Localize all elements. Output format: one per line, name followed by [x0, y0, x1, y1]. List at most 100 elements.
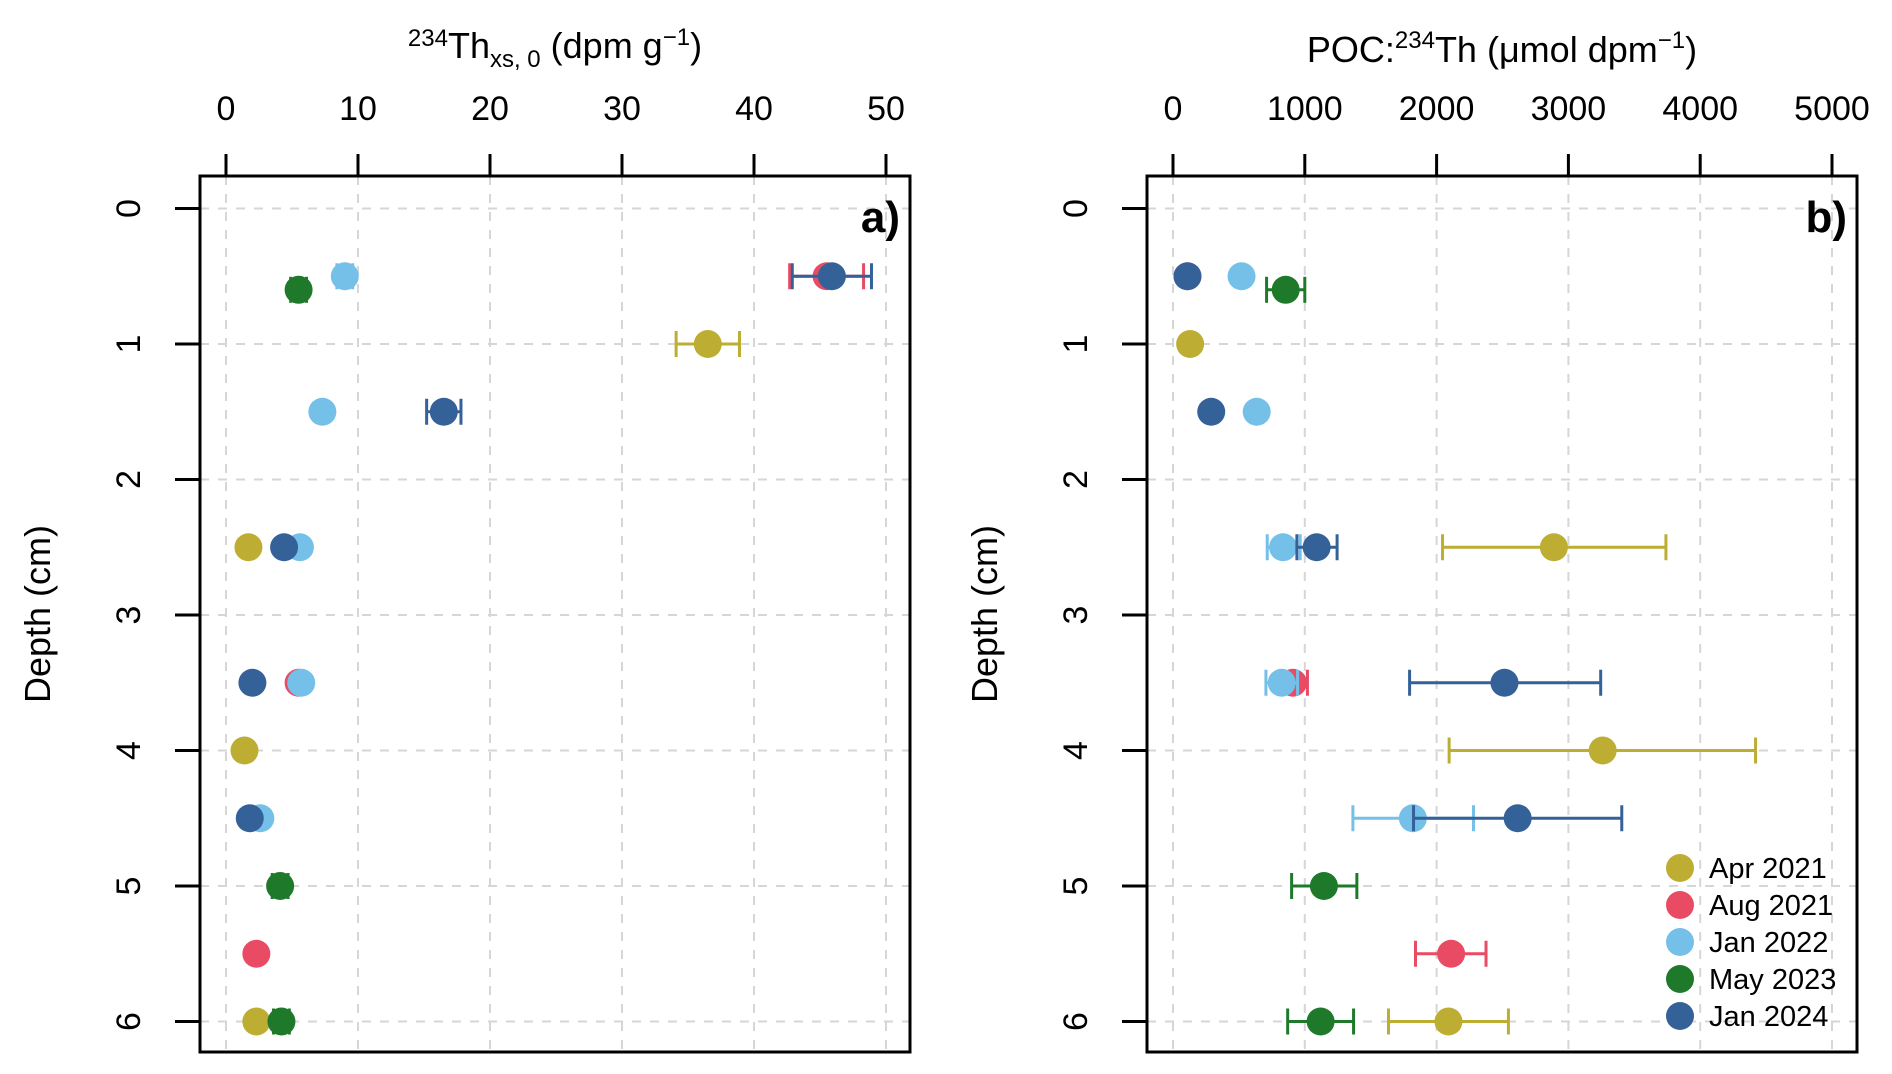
panel-b-point-apr-2021-3: [1434, 1007, 1463, 1036]
legend-item-aug-2021: Aug 2021: [1666, 890, 1833, 922]
panel-a-point-may-2023-1: [266, 872, 295, 900]
panel-b-point-jan-2022-2: [1269, 533, 1298, 562]
panel-b-point-jan-2024-2: [1302, 533, 1331, 562]
panel-b-point-jan-2024-4: [1503, 804, 1532, 833]
panel-b-x-axis: 0 1000 2000 3000 4000 5000: [1164, 90, 1870, 176]
panel-a-label: a): [861, 193, 900, 242]
panel-b-x-tick-label-5000: 5000: [1794, 90, 1870, 128]
panel-a-series: [230, 262, 873, 1036]
panel-a-x-sub: xs, 0: [490, 46, 541, 73]
panel-b-x-pre: POC:: [1307, 29, 1395, 70]
panel-b-x-tick-label-3000: 3000: [1531, 90, 1607, 128]
panel-b-x-base: Th: [1435, 29, 1477, 70]
panel-a-series-jan-2022: [246, 262, 359, 833]
panel-b-point-jan-2024-0: [1173, 262, 1202, 291]
panel-b-point-jan-2022-3: [1267, 668, 1296, 697]
panel-b-point-may-2023-2: [1306, 1007, 1335, 1036]
legend-item-jan-2022: Jan 2022: [1666, 927, 1828, 959]
panel-b-point-apr-2021-1: [1539, 533, 1568, 562]
panel-b-x-tick-label-0: 0: [1164, 90, 1183, 128]
legend-item-may-2023: May 2023: [1666, 964, 1836, 996]
panel-a-y-axis: 0 1 2 3 4 5 6: [110, 199, 200, 1031]
panel-b-y-tick-label-3: 3: [1057, 606, 1095, 625]
legend-marker-apr-2021: [1666, 854, 1694, 882]
legend-marker-aug-2021: [1666, 891, 1694, 919]
panel-a-y-tick-label-1: 1: [110, 335, 148, 354]
panel-a-point-jan-2024-4: [235, 804, 264, 833]
panel-b-point-jan-2024-3: [1490, 668, 1519, 697]
legend-marker-may-2023: [1666, 965, 1694, 993]
panel-b-series-jan-2024: [1173, 262, 1624, 833]
panel-b-x-units-close: ): [1685, 29, 1697, 70]
panel-a-x-axis-title: 234Thxs, 0 (dpm g−1): [408, 24, 702, 73]
panel-a-y-tick-label-4: 4: [110, 741, 148, 760]
panel-a-point-apr-2021-3: [242, 1007, 271, 1036]
panel-a-x-tick-label-30: 30: [603, 90, 641, 128]
legend-label-jan-2022: Jan 2022: [1709, 927, 1828, 959]
panel-a-x-tick-label-40: 40: [735, 90, 773, 128]
panel-a-y-tick-label-0: 0: [110, 199, 148, 218]
panel-a-point-jan-2022-3: [287, 668, 316, 697]
panel-b-x-iso: 234: [1395, 27, 1435, 54]
panel-a-x-iso: 234: [408, 25, 448, 52]
legend-item-jan-2024: Jan 2024: [1666, 1001, 1828, 1033]
panel-a-frame: [198, 174, 912, 1054]
panel-a-point-may-2023-2: [267, 1007, 296, 1036]
legend-label-apr-2021: Apr 2021: [1709, 853, 1827, 885]
panel-a-point-may-2023-0: [284, 275, 313, 304]
panel-a-point-jan-2024-3: [238, 668, 267, 697]
panel-b-y-tick-label-2: 2: [1057, 470, 1095, 489]
panel-b-point-apr-2021-2: [1588, 736, 1617, 765]
panel-a-x-units-sup: −1: [663, 24, 690, 51]
panel-a-point-jan-2022-1: [308, 397, 337, 426]
panel-b-y-tick-label-0: 0: [1057, 199, 1095, 218]
legend-item-apr-2021: Apr 2021: [1666, 853, 1827, 885]
panel-a-point-jan-2024-1: [429, 397, 458, 426]
panel-a-series-aug-2021: [242, 262, 866, 968]
panel-b-y-tick-label-6: 6: [1057, 1012, 1095, 1031]
panel-a-series-jan-2024: [235, 262, 873, 833]
panel-a-x-units-close: ): [690, 25, 702, 66]
panel-a-x-tick-label-0: 0: [217, 90, 236, 128]
panel-a-y-tick-label-3: 3: [110, 606, 148, 625]
panel-a-x-tick-label-10: 10: [339, 90, 377, 128]
panel-a-y-tick-label-6: 6: [110, 1012, 148, 1031]
panel-b-x-tick-label-1000: 1000: [1267, 90, 1343, 128]
panel-b-y-tick-label-4: 4: [1057, 741, 1095, 760]
panel-b-x-tick-label-4000: 4000: [1662, 90, 1738, 128]
panel-a-y-tick-label-5: 5: [110, 877, 148, 896]
legend-label-may-2023: May 2023: [1709, 964, 1836, 996]
panel-b-point-jan-2022-1: [1242, 397, 1271, 426]
panel-b-y-tick-label-5: 5: [1057, 877, 1095, 896]
panel-b-y-tick-label-1: 1: [1057, 335, 1095, 354]
panel-a-point-jan-2024-0: [817, 262, 846, 291]
panel-b-point-jan-2024-1: [1197, 397, 1226, 426]
panel-a-x-base: Th: [448, 25, 490, 66]
panel-a-point-jan-2022-0: [330, 262, 359, 291]
legend-marker-jan-2024: [1666, 1002, 1694, 1030]
panel-b-point-aug-2021-2: [1437, 939, 1466, 968]
panel-a-series-may-2023: [266, 275, 313, 1036]
panel-a-point-apr-2021-0: [693, 330, 722, 358]
panel-b-series-jan-2022: [1227, 262, 1476, 833]
panel-b-y-axis-title: Depth (cm): [964, 525, 1005, 703]
panel-b-series-apr-2021: [1176, 330, 1758, 1036]
panel-b-x-units: (μmol dpm: [1477, 29, 1658, 70]
legend: Apr 2021 Aug 2021 Jan 2022 May 2023 Jan 2024: [1666, 853, 1836, 1033]
panel-a-point-jan-2024-2: [270, 533, 299, 562]
panel-b-label: b): [1805, 193, 1847, 242]
panel-b-point-apr-2021-0: [1176, 330, 1205, 358]
panel-a-x-tick-label-20: 20: [471, 90, 509, 128]
panel-a-x-units: (dpm g: [541, 25, 663, 66]
panel-b-gridlines: [1147, 176, 1857, 1052]
panel-b-x-axis-title: POC:234Th (μmol dpm−1): [1307, 27, 1697, 70]
panel-b-series-may-2023: [1265, 275, 1359, 1036]
panel-a-x-axis: 0 10 20 30 40 50: [217, 90, 905, 176]
legend-label-aug-2021: Aug 2021: [1709, 890, 1833, 922]
panel-b-point-may-2023-1: [1309, 872, 1338, 900]
panel-a-gridlines: [200, 176, 910, 1052]
panel-a-point-apr-2021-1: [234, 533, 263, 562]
legend-marker-jan-2022: [1666, 928, 1694, 956]
